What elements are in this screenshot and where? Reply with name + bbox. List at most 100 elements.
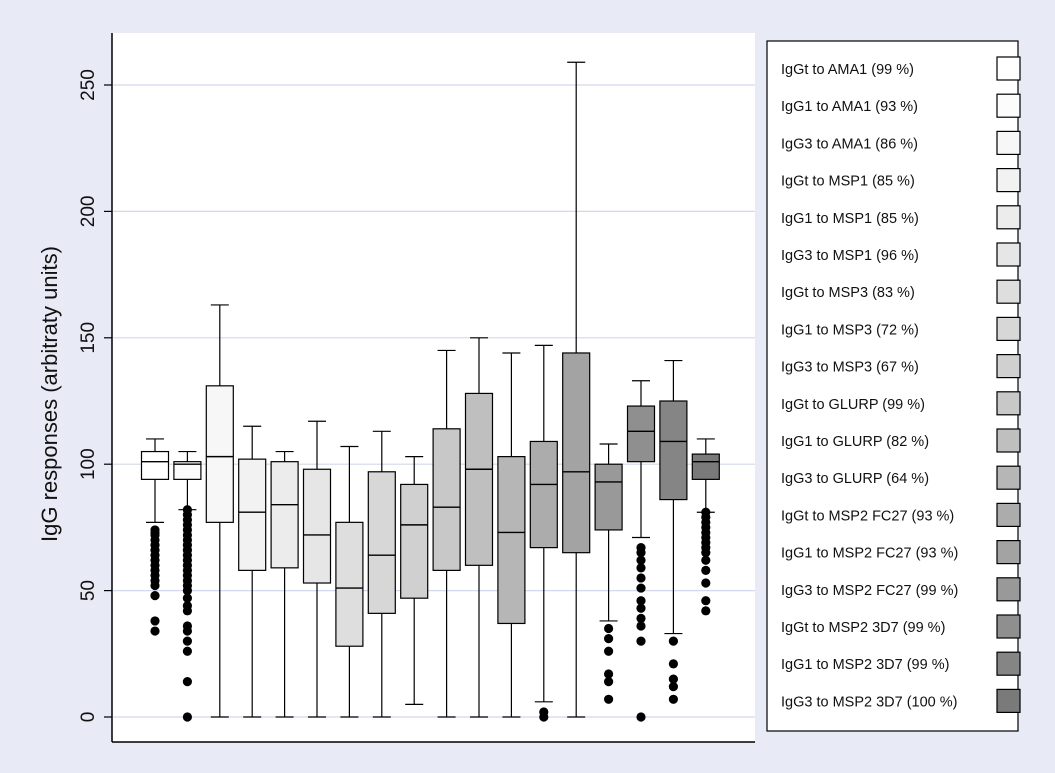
legend-swatch <box>996 279 1021 304</box>
legend-entry: IgG1 to MSP2 FC27 (93 %) <box>781 539 1021 565</box>
legend-entry: IgG3 to AMA1 (86 %) <box>781 130 1021 155</box>
iqr-box <box>594 463 623 531</box>
box-3 <box>205 304 234 718</box>
box-7 <box>335 445 364 718</box>
outlier-point <box>636 596 646 606</box>
box-1 <box>140 438 170 636</box>
legend-label: IgG3 to AMA1 (86 %) <box>781 136 918 152</box>
legend-label: IgG1 to GLURP (82 %) <box>781 434 929 450</box>
box-17 <box>659 359 688 704</box>
outlier-point <box>636 603 646 613</box>
outlier-point <box>539 712 549 722</box>
outlier-point <box>668 674 679 684</box>
legend-entry: IgG1 to MSP1 (85 %) <box>781 205 1021 230</box>
outlier-point <box>701 596 711 606</box>
outlier-point <box>182 646 192 656</box>
legend-label: IgG1 to MSP3 (72 %) <box>781 322 919 338</box>
legend-label: IgGt to AMA1 (99 %) <box>781 62 914 78</box>
legend-swatch <box>996 539 1021 565</box>
legend-label: IgGt to MSP2 FC27 (93 %) <box>781 508 954 524</box>
outlier-point <box>604 669 614 679</box>
outlier-point <box>636 548 646 558</box>
legend-swatch <box>996 577 1021 602</box>
outlier-point <box>668 636 679 646</box>
outlier-point <box>182 586 192 596</box>
legend-entry: IgG3 to GLURP (64 %) <box>781 465 1021 490</box>
iqr-box <box>464 392 494 566</box>
outlier-point <box>636 621 646 631</box>
legend-swatch <box>996 242 1021 267</box>
legend-entry: IgG1 to GLURP (82 %) <box>781 428 1021 453</box>
legend-entry: IgG3 to MSP2 FC27 (99 %) <box>781 577 1021 602</box>
legend-label: IgG3 to MSP2 FC27 (99 %) <box>781 583 958 599</box>
legend-entry: IgG1 to MSP2 3D7 (99 %) <box>781 651 1021 676</box>
outlier-point <box>604 634 614 644</box>
y-tick-label: 0 <box>78 712 99 723</box>
iqr-box <box>432 428 461 571</box>
box-12 <box>497 352 526 718</box>
outlier-point <box>604 694 614 704</box>
legend-label: IgG3 to MSP2 3D7 (100 %) <box>781 694 958 710</box>
legend-entry: IgG3 to MSP3 (67 %) <box>781 354 1021 379</box>
legend-entry: IgG1 to MSP3 (72 %) <box>781 316 1021 341</box>
y-tick-label: 200 <box>78 196 99 228</box>
outlier-point <box>182 606 192 616</box>
outlier-point <box>182 593 192 603</box>
box-11 <box>464 337 494 718</box>
y-tick-label: 50 <box>78 580 99 601</box>
y-tick-label: 100 <box>78 448 99 480</box>
outlier-point <box>636 563 646 573</box>
outlier-point <box>604 623 614 634</box>
outlier-point <box>150 616 160 626</box>
outlier-point <box>701 555 711 565</box>
y-tick-label: 250 <box>78 69 99 101</box>
outlier-point <box>701 606 711 616</box>
outlier-point <box>668 682 679 692</box>
legend-entry: IgGt to AMA1 (99 %) <box>781 56 1021 81</box>
box-16 <box>626 380 656 722</box>
legend-frame <box>766 40 1019 732</box>
outlier-point <box>636 712 646 722</box>
legend-label: IgG3 to GLURP (64 %) <box>781 471 929 487</box>
legend-swatch <box>996 465 1021 490</box>
boxes <box>140 61 720 722</box>
iqr-box <box>529 440 558 549</box>
iqr-box <box>626 405 656 463</box>
legend-label: IgGt to MSP3 (83 %) <box>781 285 915 301</box>
box-6 <box>302 420 332 718</box>
outlier-point <box>604 646 614 656</box>
legend-entry: IgGt to MSP2 FC27 (93 %) <box>781 502 1021 527</box>
legend-swatch <box>996 205 1021 230</box>
legend-entry: IgGt to MSP2 3D7 (99 %) <box>781 614 1021 639</box>
outlier-point <box>701 548 711 558</box>
iqr-box <box>400 483 429 599</box>
outlier-point <box>636 636 646 646</box>
y-tick-label: 150 <box>78 322 99 354</box>
iqr-box <box>302 468 332 584</box>
outlier-point <box>182 712 192 722</box>
legend-swatch <box>996 428 1021 453</box>
legend-swatch <box>996 316 1021 341</box>
box-4 <box>238 425 267 718</box>
outlier-point <box>182 626 192 636</box>
iqr-box <box>205 385 234 523</box>
box-5 <box>270 450 299 718</box>
iqr-box <box>562 352 591 554</box>
legend: IgGt to AMA1 (99 %) IgG1 to AMA1 (93 %) Ig… <box>781 56 1021 714</box>
legend-swatch <box>996 354 1021 379</box>
outlier-point <box>668 694 679 704</box>
iqr-box <box>140 450 170 480</box>
legend-label: IgG3 to MSP3 (67 %) <box>781 360 919 376</box>
iqr-box <box>335 521 364 647</box>
legend-label: IgGt to MSP2 3D7 (99 %) <box>781 620 945 636</box>
legend-swatch <box>996 651 1021 676</box>
legend-entry: IgGt to MSP1 (85 %) <box>781 168 1021 193</box>
legend-label: IgGt to GLURP (99 %) <box>781 397 925 413</box>
box-18 <box>691 438 720 616</box>
legend-entry: IgG1 to AMA1 (93 %) <box>781 93 1021 118</box>
legend-label: IgG3 to MSP1 (96 %) <box>781 248 919 264</box>
outlier-point <box>636 555 646 565</box>
legend-swatch <box>996 93 1021 118</box>
legend-entry: IgGt to MSP3 (83 %) <box>781 279 1021 304</box>
